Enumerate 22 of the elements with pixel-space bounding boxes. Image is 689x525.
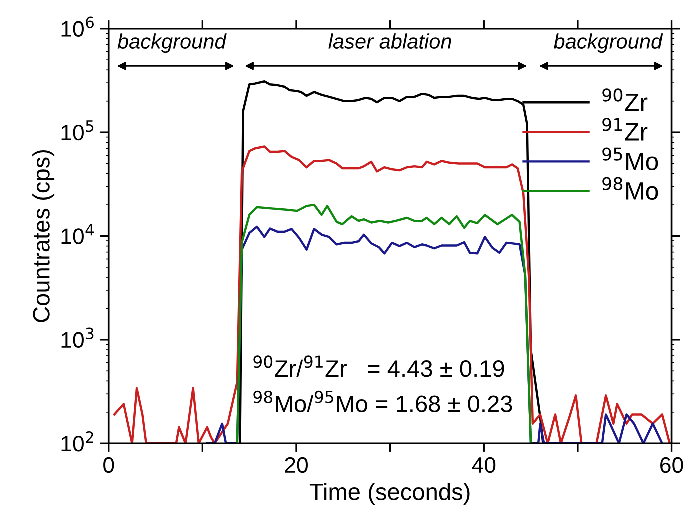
annotation: $^{90}$Zr/$^{91}$Zr = 4.43 ± 0.19 xyxy=(254,356,504,378)
y-tick-label: 10$^{5}$ xyxy=(62,120,94,141)
x-axis-title: Time (seconds) xyxy=(310,483,470,506)
x-tick-label: 40 xyxy=(472,457,496,474)
legend-label: $^{98}$Mo xyxy=(602,177,658,200)
y-tick-label: 10$^{3}$ xyxy=(62,328,94,348)
x-tick-label: 0 xyxy=(104,457,114,474)
annotation: background xyxy=(554,34,664,54)
annotation: $^{98}$Mo/$^{95}$Mo = 1.68 ± 0.23 xyxy=(254,390,512,412)
y-tick-label: 10$^{6}$ xyxy=(62,16,94,37)
legend-label: $^{90}$Zr xyxy=(602,88,648,112)
y-tick-label: 10$^{2}$ xyxy=(62,431,94,452)
x-tick-label: 60 xyxy=(660,457,684,474)
line-series xyxy=(113,146,672,444)
line-series xyxy=(236,204,532,444)
annotation: laser ablation xyxy=(328,34,452,49)
y-axis-title: Countrates (cps) xyxy=(32,150,55,322)
legend-label: $^{91}$Zr xyxy=(602,118,648,141)
x-tick-label: 20 xyxy=(285,457,308,474)
y-tick-label: 10$^{4}$ xyxy=(62,224,94,244)
annotation: background xyxy=(118,34,227,54)
legend-label: $^{95}$Mo xyxy=(602,148,658,170)
